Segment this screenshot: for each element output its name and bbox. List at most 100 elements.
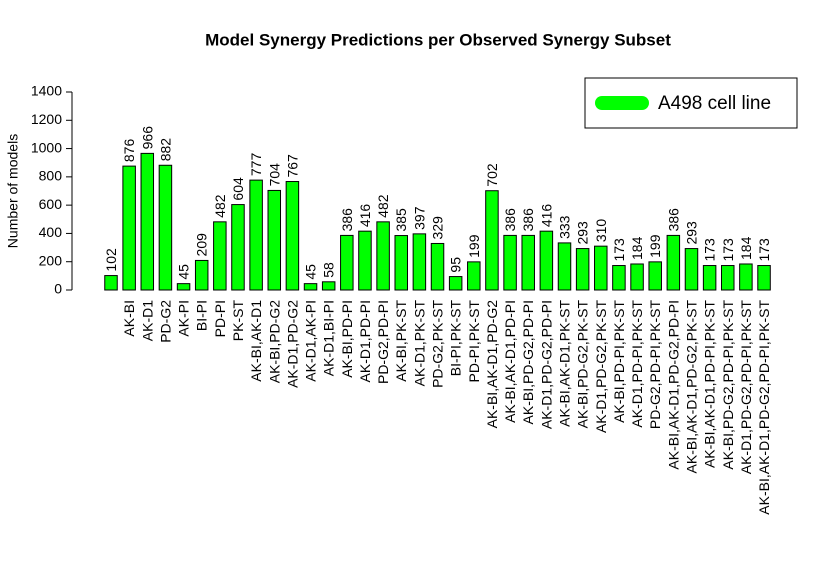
bar [521,234,535,291]
value-label: 876 [121,139,137,163]
x-tick-label: AK-PI [176,300,192,337]
bar [104,275,118,291]
bar [340,234,354,291]
y-tick-label: 1200 [31,111,62,127]
bar [158,164,173,291]
bar [194,259,209,291]
bar [448,276,463,291]
y-tick-label: 400 [39,224,63,240]
y-axis-label: Number of models [5,134,21,248]
bar [358,230,372,291]
bar [140,152,155,291]
x-tick-label: AK-BI [121,300,137,337]
bar [630,263,644,291]
chart-title: Model Synergy Predictions per Observed S… [205,30,671,49]
value-label: 173 [611,238,627,262]
value-label: 482 [212,194,228,218]
bar [321,281,336,291]
x-tick-label: PD-G2,PD-PI,PK-ST [647,300,663,430]
bar [612,265,626,291]
bar [539,230,554,291]
x-tick-label: BI-PI,PK-ST [448,300,464,377]
x-tick-label: AK-BI,AK-D1,PD-G2,PD-PI [665,300,681,470]
x-tick-label: AK-D1,PD-PI,PK-ST [629,300,645,428]
x-tick-label: PK-ST [230,300,246,342]
bar [485,190,499,291]
x-tick-label: BI-PI [194,300,210,331]
value-label: 882 [157,138,173,162]
x-tick-label: AK-BI,AK-D1,PD-G2,PK-ST [683,300,699,474]
x-tick-label: PD-G2 [157,300,173,343]
value-label: 199 [647,234,663,258]
value-label: 386 [665,208,681,232]
value-label: 184 [629,236,645,260]
bar [757,265,771,291]
value-label: 386 [502,208,518,232]
x-tick-label: AK-D1,PD-PI [357,300,373,382]
value-label: 102 [103,248,119,272]
value-label: 45 [303,264,319,280]
value-label: 310 [593,219,609,243]
x-tick-label: AK-BI,PD-PI,PK-ST [611,300,627,423]
value-label: 385 [393,208,409,232]
x-tick-label: PD-G2,PK-ST [430,300,446,388]
bar [412,233,427,291]
bar [684,248,699,291]
x-tick-label: PD-PI [212,300,228,337]
x-tick-label: AK-BI,AK-D1,PD-PI,PK-ST [702,300,718,468]
bar [267,189,282,291]
x-tick-label: AK-D1,PD-G2,PD-PI [538,300,554,429]
x-tick-label: AK-D1,PD-G2,PK-ST [593,300,609,433]
bar [176,283,191,291]
value-label: 416 [357,204,373,228]
x-tick-label: AK-BI,AK-D1,PD-G2,PD-PI,PK-ST [756,300,772,515]
bar [503,234,517,291]
bar [231,204,245,291]
bar [303,283,318,291]
bar [213,221,227,291]
value-label: 386 [520,208,536,232]
value-label: 173 [720,238,736,262]
value-label: 604 [230,177,246,201]
value-label: 58 [321,262,337,278]
x-tick-label: AK-D1,BI-PI [321,300,337,376]
bar [575,248,590,291]
y-tick-label: 0 [54,281,62,297]
bar [702,265,717,291]
bar [467,261,481,291]
bar [430,242,445,291]
value-label: 702 [484,163,500,187]
value-label: 293 [575,221,591,245]
value-label: 767 [284,154,300,178]
x-tick-label: AK-D1,PD-G2 [284,300,300,388]
value-label: 293 [683,221,699,245]
value-label: 45 [176,264,192,280]
bar [739,263,753,291]
bar [648,261,662,291]
x-tick-label: AK-D1,PK-ST [411,300,427,387]
bar [394,235,408,291]
x-tick-label: AK-BI,AK-D1,PD-G2 [484,300,500,429]
y-tick-label: 800 [39,168,63,184]
value-label: 173 [756,238,772,262]
bar [122,165,136,291]
value-label: 209 [194,233,210,257]
x-tick-label: AK-BI,PD-G2,PD-PI,PK-ST [720,300,736,470]
y-tick-label: 1000 [31,139,62,155]
bar [666,234,681,291]
value-label: 704 [266,163,282,187]
value-label: 397 [411,206,427,230]
value-label: 333 [557,215,573,239]
value-label: 184 [738,236,754,260]
bar [285,181,300,291]
x-tick-label: PD-G2,PD-PI [375,300,391,384]
x-tick-label: AK-BI,PD-G2,PD-PI [520,300,536,424]
bar [594,245,608,291]
x-tick-label: PD-PI,PK-ST [466,300,482,383]
value-label: 173 [702,238,718,262]
bar [376,221,390,291]
bar [249,179,263,291]
value-label: 777 [248,153,264,177]
value-label: 95 [448,257,464,273]
